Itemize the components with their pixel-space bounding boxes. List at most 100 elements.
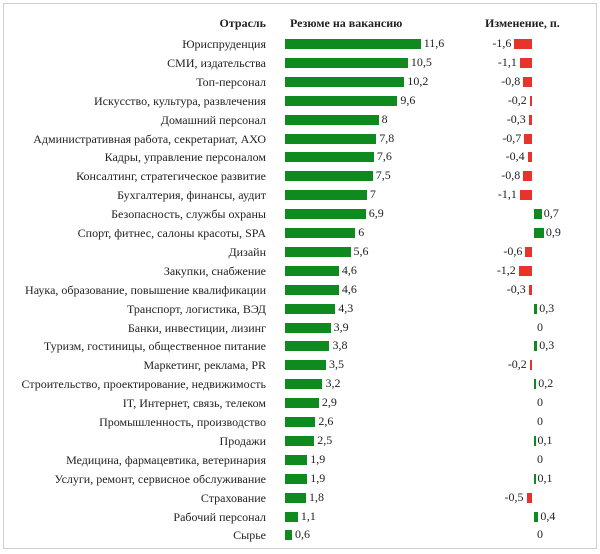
category-label: IT, Интернет, связь, телеком — [122, 396, 266, 411]
change-label: -0,8 — [501, 73, 521, 88]
category-label: Наука, образование, повышение квалификац… — [25, 282, 266, 297]
category-label: Строительство, проектирование, недвижимо… — [21, 377, 266, 392]
change-label: 0,1 — [537, 432, 553, 447]
category-label: Закупки, снабжение — [163, 263, 266, 278]
value-bar — [285, 228, 356, 238]
category-label: Маркетинг, реклама, PR — [143, 358, 267, 373]
value-bar — [285, 303, 336, 314]
change-bar-negative — [527, 152, 532, 163]
category-label: Дизайн — [228, 244, 266, 259]
change-label: 0,1 — [537, 470, 553, 485]
change-label: -0,3 — [506, 111, 526, 126]
change-label: 0 — [537, 319, 543, 334]
value-bar — [285, 190, 367, 201]
value-bar — [285, 152, 374, 163]
category-label: СМИ, издательства — [167, 55, 266, 70]
value-label: 4,3 — [338, 300, 354, 315]
change-label: -1,2 — [496, 262, 516, 277]
category-label: Сырье — [233, 528, 266, 543]
value-label: 6,9 — [368, 206, 384, 221]
value-label: 7,8 — [379, 130, 395, 145]
chart-frame — [3, 3, 597, 549]
value-bar — [285, 209, 366, 220]
change-label: 0 — [537, 451, 543, 466]
change-bar-negative — [518, 265, 532, 276]
value-label: 1,8 — [309, 489, 325, 504]
value-bar — [285, 341, 330, 352]
change-bar-negative — [514, 39, 532, 49]
value-bar — [285, 492, 307, 503]
change-label: -0,7 — [502, 130, 522, 145]
category-label: Топ-персонал — [196, 74, 266, 89]
value-bar — [285, 76, 405, 87]
change-label: 0 — [537, 395, 543, 410]
category-label: Искусство, культура, развлечения — [94, 93, 266, 108]
value-label: 7,6 — [376, 149, 392, 164]
category-label: Административная работа, секретариат, АХ… — [33, 131, 266, 146]
change-label: -1,6 — [492, 36, 512, 50]
value-bar — [285, 454, 308, 465]
change-label: -0,8 — [501, 168, 521, 183]
change-label: -0,4 — [505, 149, 525, 164]
value-bar — [285, 114, 379, 125]
change-bar-positive — [534, 435, 536, 446]
value-label: 4,6 — [341, 281, 357, 296]
change-bar-negative — [526, 492, 532, 503]
change-bar-negative — [523, 76, 532, 87]
category-label: Медицина, фармацевтика, ветеринария — [66, 452, 266, 467]
change-bar-negative — [523, 171, 532, 182]
value-label: 3,2 — [325, 376, 341, 391]
change-label: 0 — [537, 414, 543, 428]
value-label: 7,5 — [375, 168, 391, 183]
change-bar-negative — [519, 57, 532, 68]
category-label: Кадры, управление персоналом — [104, 150, 266, 165]
value-bar — [285, 322, 331, 333]
value-bar — [285, 511, 298, 522]
category-label: Услуги, ремонт, сервисное обслуживание — [54, 471, 266, 486]
value-label: 2,9 — [321, 395, 337, 410]
value-label: 1,9 — [310, 470, 326, 485]
change-bar-positive — [534, 511, 539, 522]
category-label: Бухгалтерия, финансы, аудит — [117, 188, 266, 203]
value-label: 11,6 — [423, 36, 445, 50]
value-bar — [285, 379, 323, 390]
change-label: 0 — [537, 527, 543, 542]
value-bar — [285, 360, 326, 371]
value-bar — [285, 246, 351, 257]
value-bar — [285, 95, 398, 106]
change-label: -0,2 — [507, 92, 527, 107]
change-bar-positive — [534, 473, 536, 484]
change-label: -1,1 — [497, 54, 517, 69]
change-bar-negative — [528, 284, 532, 295]
category-label: Безопасность, службы охраны — [111, 207, 266, 222]
change-bar-positive — [534, 228, 544, 238]
change-label: 0,4 — [540, 508, 556, 523]
category-label: Туризм, гостиницы, общественное питание — [43, 339, 266, 354]
value-bar — [285, 417, 316, 427]
change-bar-positive — [534, 209, 542, 220]
value-label: 2,5 — [317, 432, 333, 447]
header-value: Резюме на вакансию — [290, 16, 403, 30]
value-bar — [285, 57, 408, 68]
change-label: 0,9 — [545, 225, 561, 239]
value-label: 4,6 — [341, 262, 357, 277]
value-bar — [285, 530, 293, 541]
change-label: 0,3 — [539, 300, 555, 315]
value-label: 10,2 — [407, 73, 429, 88]
value-bar — [285, 171, 373, 182]
value-label: 10,5 — [410, 54, 432, 69]
change-bar-negative — [529, 360, 532, 371]
change-bar-negative — [524, 133, 532, 144]
change-bar-negative — [525, 246, 532, 257]
change-bar-positive — [534, 379, 537, 390]
value-label: 3,8 — [332, 338, 348, 353]
value-label: 1,1 — [300, 508, 316, 523]
value-label: 3,9 — [333, 319, 349, 334]
value-label: 8 — [381, 111, 388, 126]
change-label: 0,2 — [538, 376, 554, 391]
value-bar — [285, 133, 377, 144]
category-label: Страхование — [200, 490, 266, 505]
value-label: 7 — [369, 187, 376, 202]
category-label: Банки, инвестиции, лизинг — [127, 320, 266, 335]
